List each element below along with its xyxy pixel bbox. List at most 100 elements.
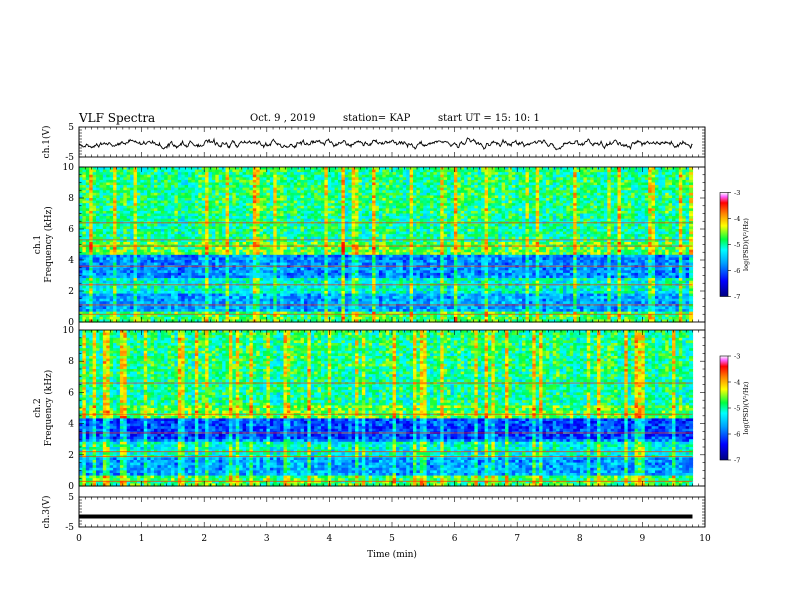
spectrogram-cell — [457, 177, 462, 181]
spectrogram-cell — [92, 205, 97, 209]
spectrogram-cell — [188, 208, 193, 212]
spectrogram-cell — [317, 210, 322, 215]
spectrogram-cell — [344, 210, 349, 215]
spectrogram-cell — [498, 179, 503, 184]
spectrogram-cell — [188, 203, 193, 207]
spectrogram-cell — [436, 223, 441, 228]
spectrogram-cell — [378, 182, 383, 186]
spectrogram-cell — [413, 203, 418, 207]
spectrogram-cell — [477, 216, 482, 220]
spectrogram-cell — [460, 179, 465, 184]
spectrogram-cell — [395, 192, 400, 197]
spectrogram-cell — [147, 223, 152, 228]
spectrogram-cell — [610, 187, 615, 191]
spectrogram-cell — [620, 195, 625, 199]
ch1-spectrogram-image — [79, 167, 694, 323]
spectrogram-cell — [580, 226, 585, 230]
spectrogram-cell — [215, 231, 220, 235]
spectrogram-cell — [392, 182, 397, 186]
spectrogram-cell — [334, 195, 339, 199]
spectrogram-cell — [518, 192, 523, 197]
spectrogram-cell — [79, 190, 84, 194]
spectrogram-cell — [457, 216, 462, 220]
spectrogram-cell — [293, 229, 298, 233]
spectrogram-cell — [211, 190, 216, 194]
spectrogram-cell — [576, 226, 581, 230]
spectrogram-cell — [528, 198, 533, 202]
spectrogram-cell — [399, 169, 404, 173]
spectrogram-cell — [123, 195, 128, 199]
spectrogram-cell — [600, 182, 605, 186]
spectrogram-cell — [542, 213, 547, 217]
spectrogram-cell — [293, 226, 298, 230]
spectrogram-cell — [218, 218, 223, 222]
spectrogram-cell — [198, 174, 203, 178]
spectrogram-cell — [689, 205, 694, 209]
spectrogram-cell — [208, 172, 213, 176]
spectrogram-cell — [542, 218, 547, 222]
spectrogram-cell — [477, 223, 482, 228]
spectrogram-cell — [481, 190, 486, 194]
spectrogram-cell — [297, 229, 302, 233]
spectrogram-cell — [297, 169, 302, 173]
spectrogram-cell — [201, 169, 206, 173]
spectrogram-cell — [413, 200, 418, 204]
spectrogram-cell — [184, 192, 189, 197]
spectrogram-cell — [150, 200, 155, 204]
spectrogram-cell — [385, 229, 390, 233]
spectrogram-cell — [648, 226, 653, 230]
spectrogram-cell — [119, 229, 124, 233]
spectrogram-cell — [256, 226, 261, 230]
spectrogram-cell — [389, 179, 394, 184]
spectrogram-cell — [116, 195, 121, 199]
spectrogram-cell — [522, 205, 527, 209]
spectrogram-cell — [348, 231, 353, 235]
spectrogram-cell — [450, 205, 455, 209]
spectrogram-cell — [126, 223, 131, 228]
spectrogram-cell — [689, 210, 694, 215]
spectrogram-cell — [634, 169, 639, 173]
spectrogram-cell — [603, 169, 608, 173]
spectrogram-cell — [256, 167, 261, 171]
spectrogram-cell — [631, 192, 636, 197]
spectrogram-cell — [344, 229, 349, 233]
spectrogram-cell — [218, 200, 223, 204]
spectrogram-cell — [109, 229, 114, 233]
spectrogram-cell — [654, 205, 659, 209]
spectrogram-cell — [300, 172, 305, 176]
spectrogram-cell — [477, 218, 482, 222]
spectrogram-cell — [194, 208, 199, 212]
spectrogram-cell — [307, 218, 312, 222]
spectrogram-cell — [297, 216, 302, 220]
spectrogram-cell — [675, 192, 680, 197]
spectrogram-cell — [508, 179, 513, 184]
spectrogram-cell — [491, 223, 496, 228]
spectrogram-cell — [423, 195, 428, 199]
spectrogram-cell — [494, 185, 499, 189]
spectrogram-cell — [392, 195, 397, 199]
spectrogram-cell — [508, 208, 513, 212]
spectrogram-cell — [590, 177, 595, 181]
spectrogram-cell — [532, 203, 537, 207]
spectrogram-cell — [430, 198, 435, 202]
spectrogram-cell — [351, 187, 356, 191]
spectrogram-cell — [246, 195, 251, 199]
spectrogram-cell — [119, 185, 124, 189]
spectrogram-cell — [300, 192, 305, 197]
spectrogram-cell — [123, 177, 128, 181]
spectrogram-cell — [157, 169, 162, 173]
spectrogram-cell — [580, 169, 585, 173]
spectrogram-cell — [372, 229, 377, 233]
spectrogram-cell — [566, 179, 571, 184]
spectrogram-cell — [423, 192, 428, 197]
spectrogram-cell — [324, 200, 329, 204]
spectrogram-cell — [532, 229, 537, 233]
spectrogram-cell — [133, 198, 138, 202]
spectrogram-cell — [92, 190, 97, 194]
spectrogram-cell — [494, 213, 499, 217]
spectrogram-cell — [590, 218, 595, 222]
spectrogram-cell — [399, 231, 404, 235]
spectrogram-cell — [222, 172, 227, 176]
spectrogram-cell — [266, 226, 271, 230]
spectrogram-cell — [215, 216, 220, 220]
